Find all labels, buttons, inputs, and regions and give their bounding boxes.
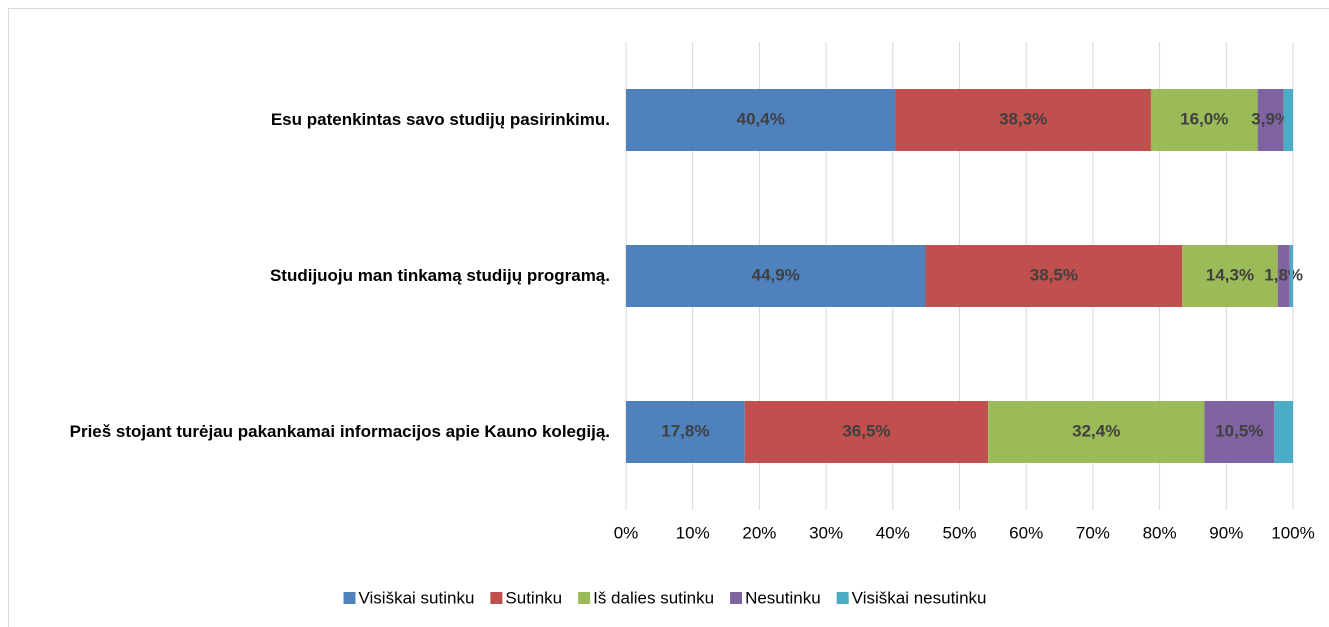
category-label: Esu patenkintas savo studijų pasirinkimu… (270, 110, 610, 129)
bar-segment (1257, 89, 1284, 151)
legend-swatch (343, 592, 356, 604)
legend: Visiškai sutinku Sutinku Iš dalies sutinku… (343, 588, 987, 607)
x-tick-label: 40% (876, 523, 910, 542)
legend-label: Nesutinku (745, 588, 821, 607)
bar-segment (626, 401, 745, 463)
data-label: 1,8% (1264, 265, 1303, 284)
bar-segment (1289, 245, 1293, 307)
legend-swatch (490, 592, 503, 604)
bar-segment (925, 245, 1183, 307)
x-tick-label: 30% (809, 523, 843, 542)
data-label: 38,3% (999, 109, 1047, 128)
legend-label: Iš dalies sutinku (593, 588, 714, 607)
bar-segment (988, 401, 1205, 463)
x-tick-label: 80% (1143, 523, 1177, 542)
legend-swatch (730, 592, 743, 604)
x-tick-label: 70% (1076, 523, 1110, 542)
category-label: Prieš stojant turėjau pakankamai informa… (69, 422, 610, 441)
bar-segment (895, 89, 1151, 151)
x-tick-label: 60% (1009, 523, 1043, 542)
legend-swatch (578, 592, 591, 604)
x-tick-label: 100% (1271, 523, 1314, 542)
data-label: 40,4% (737, 109, 785, 128)
bar-segment (1277, 245, 1290, 307)
data-label: 17,8% (661, 421, 709, 440)
legend-label: Visiškai nesutinku (852, 588, 987, 607)
x-tick-label: 90% (1209, 523, 1243, 542)
data-label: 36,5% (842, 421, 890, 440)
data-label: 32,4% (1072, 421, 1120, 440)
data-label: 14,3% (1206, 265, 1254, 284)
bar-segment (1182, 245, 1278, 307)
x-tick-label: 10% (676, 523, 710, 542)
chart-border (8, 8, 1329, 627)
legend-label: Sutinku (505, 588, 562, 607)
x-tick-label: 0% (614, 523, 639, 542)
data-label: 38,5% (1030, 265, 1078, 284)
bar-segment (1283, 89, 1293, 151)
bar-segment (626, 89, 896, 151)
bar-segment (626, 245, 926, 307)
bar-segment (1274, 401, 1293, 463)
data-label: 10,5% (1215, 421, 1263, 440)
x-tick-label: 50% (942, 523, 976, 542)
category-label: Studijuoju man tinkamą studijų programą. (269, 266, 610, 285)
x-tick-label: 20% (742, 523, 776, 542)
legend-swatch (836, 592, 849, 604)
bar-segment (744, 401, 989, 463)
data-label: 44,9% (752, 265, 800, 284)
data-label: 16,0% (1180, 109, 1228, 128)
data-label: 3,9% (1251, 109, 1290, 128)
legend-label: Visiškai sutinku (359, 588, 475, 607)
bar-segment (1150, 89, 1258, 151)
bar-segment (1204, 401, 1275, 463)
